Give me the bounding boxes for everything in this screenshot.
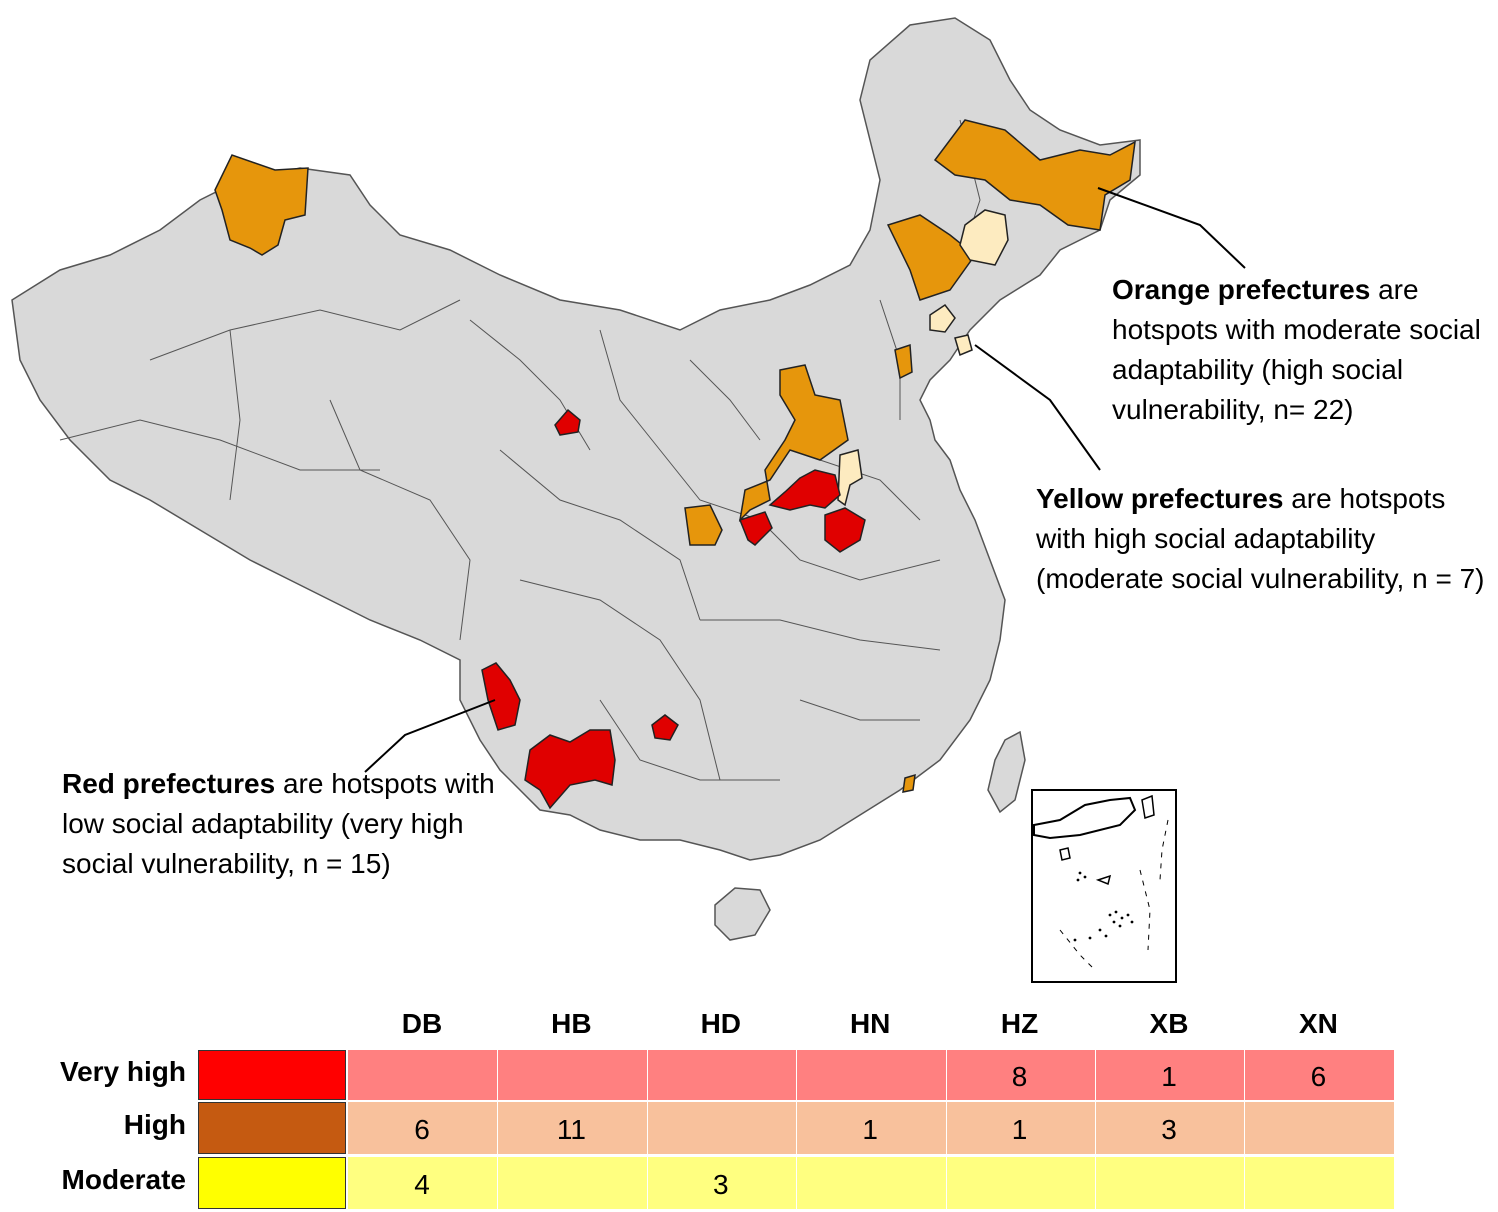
yellow-callout-bold: Yellow prefectures bbox=[1036, 483, 1284, 514]
table-cell: 3 bbox=[1161, 1114, 1177, 1145]
red-leader-line bbox=[364, 699, 496, 773]
row-label-moderate: Moderate bbox=[61, 1164, 186, 1195]
table-cell: 1 bbox=[1161, 1061, 1177, 1092]
table-cell: 4 bbox=[414, 1169, 430, 1200]
column-separator bbox=[646, 1050, 648, 1209]
row-band-high bbox=[348, 1102, 1394, 1154]
row-band-very-high bbox=[348, 1050, 1394, 1100]
column-header-hd: HD bbox=[700, 1008, 742, 1039]
red-callout-rest: are hotspots with low social adaptabilit… bbox=[62, 768, 495, 879]
yellow-callout-rest: are hotspots with high social adaptabili… bbox=[1036, 483, 1485, 594]
column-header-db: DB bbox=[401, 1008, 443, 1039]
column-header-hz: HZ bbox=[1000, 1008, 1039, 1039]
orange-leader-line bbox=[1097, 187, 1246, 269]
table-cell: 6 bbox=[1310, 1061, 1327, 1092]
table-cell: 6 bbox=[414, 1114, 430, 1145]
swatch-moderate bbox=[198, 1157, 346, 1209]
swatch-high bbox=[198, 1102, 346, 1154]
column-separator bbox=[497, 1050, 499, 1209]
china-mainland bbox=[11, 17, 1141, 861]
column-separator bbox=[1095, 1050, 1096, 1209]
south-china-sea-inset bbox=[1031, 789, 1177, 983]
row-label-high: High bbox=[123, 1109, 186, 1140]
column-header-hb: HB bbox=[551, 1008, 592, 1039]
column-separator bbox=[1244, 1050, 1246, 1209]
column-header-hn: HN bbox=[849, 1008, 891, 1039]
table-cell: 1 bbox=[862, 1114, 878, 1145]
red-callout-text: Red prefectures are hotspots with low so… bbox=[62, 764, 512, 884]
row-label-very-high: Very high bbox=[59, 1056, 186, 1087]
yellow-prefectures bbox=[837, 209, 1009, 507]
table-cell: 3 bbox=[713, 1169, 729, 1200]
red-callout-bold: Red prefectures bbox=[62, 768, 276, 799]
yellow-callout-text: Yellow prefectures are hotspots with hig… bbox=[1036, 479, 1486, 599]
swatch-very-high bbox=[198, 1050, 346, 1100]
column-header-xn: XN bbox=[1298, 1008, 1338, 1039]
table-cell: 1 bbox=[1011, 1114, 1028, 1145]
hainan-island bbox=[714, 887, 771, 941]
orange-callout-bold: Orange prefectures bbox=[1112, 274, 1371, 305]
table-cell: 8 bbox=[1011, 1061, 1028, 1092]
column-separator bbox=[796, 1050, 798, 1209]
column-separator bbox=[945, 1050, 947, 1209]
orange-callout-rest: are hotspots with moderate social adapta… bbox=[1112, 274, 1481, 425]
row-band-moderate bbox=[348, 1157, 1394, 1209]
orange-callout-text: Orange prefectures are hotspots with mod… bbox=[1112, 270, 1498, 430]
orange-prefectures bbox=[214, 119, 1136, 793]
column-header-xb: XB bbox=[1149, 1008, 1189, 1039]
taiwan-island bbox=[987, 730, 1026, 814]
china-prefecture-map bbox=[11, 17, 1246, 983]
yellow-leader-line bbox=[974, 344, 1101, 471]
table-cell: 11 bbox=[556, 1114, 586, 1145]
red-prefectures bbox=[481, 408, 866, 810]
province-boundaries bbox=[59, 119, 981, 781]
callout-leader-lines bbox=[364, 187, 1246, 773]
